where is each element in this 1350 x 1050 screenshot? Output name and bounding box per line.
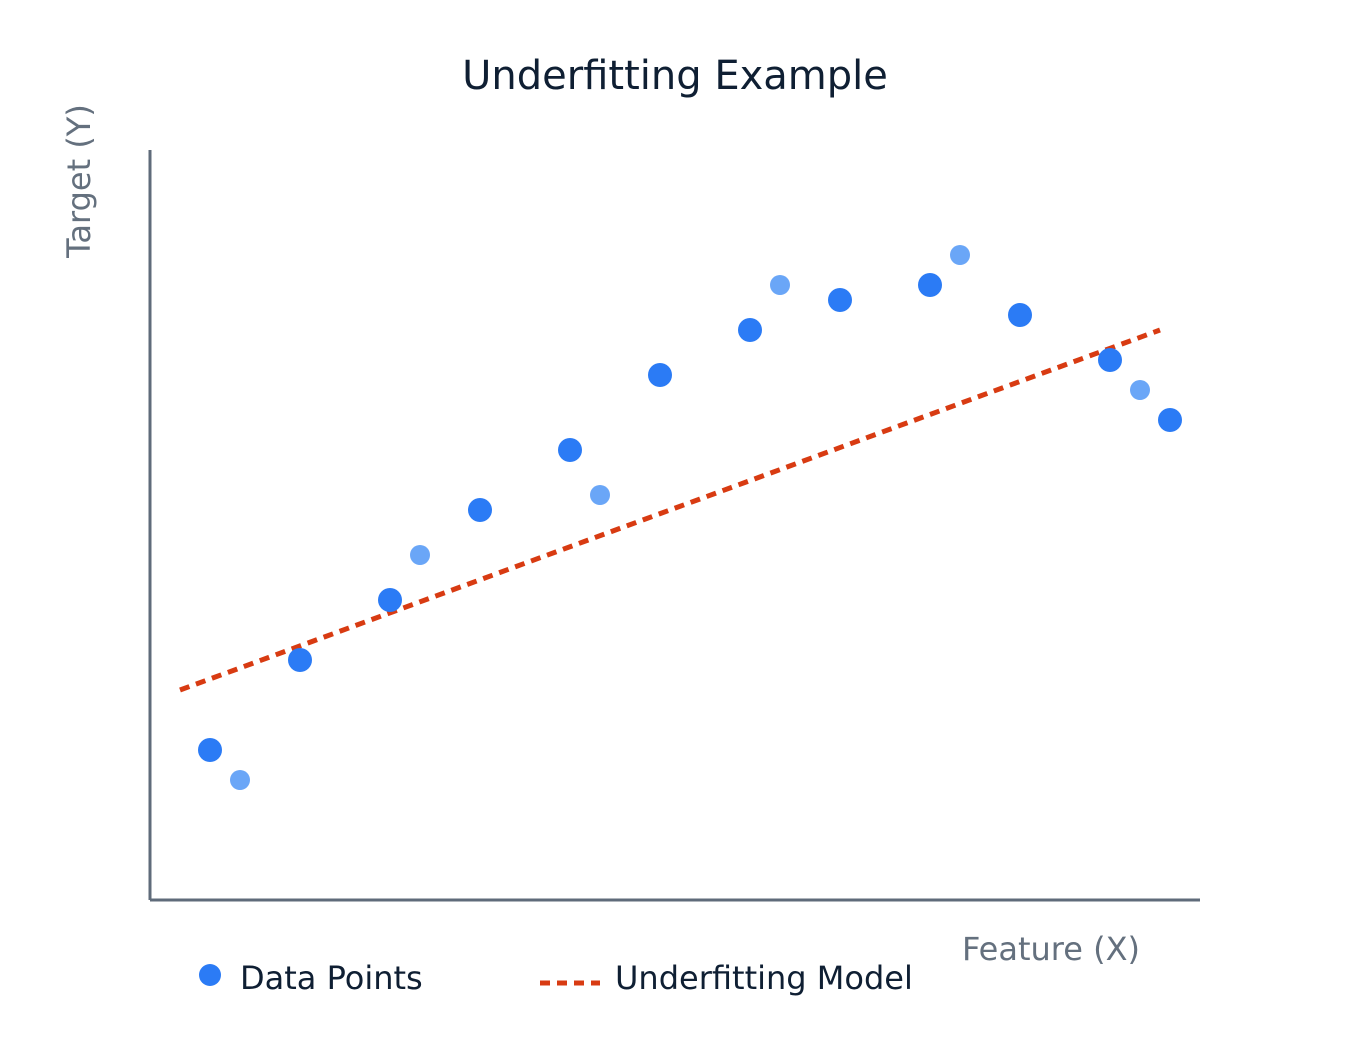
data-point-7 (558, 438, 582, 462)
data-point-6 (468, 498, 492, 522)
legend: Data Points Underfitting Model (199, 959, 913, 997)
data-point-2 (230, 770, 250, 790)
data-point-17 (1130, 380, 1150, 400)
data-point-13 (918, 273, 942, 297)
data-point-5 (410, 545, 430, 565)
y-axis-label: Target (Y) (60, 104, 98, 259)
x-axis-label: Feature (X) (962, 930, 1140, 968)
legend-marker-data-points (199, 964, 221, 986)
data-point-8 (590, 485, 610, 505)
data-point-11 (770, 275, 790, 295)
data-point-4 (378, 588, 402, 612)
data-point-15 (1008, 303, 1032, 327)
data-point-18 (1158, 408, 1182, 432)
data-point-10 (738, 318, 762, 342)
data-point-3 (288, 648, 312, 672)
data-point-9 (648, 363, 672, 387)
legend-label-data-points: Data Points (240, 959, 423, 997)
data-points-group (198, 245, 1182, 790)
data-point-16 (1098, 348, 1122, 372)
data-point-14 (950, 245, 970, 265)
data-point-12 (828, 288, 852, 312)
legend-label-underfitting-model: Underfitting Model (615, 959, 913, 997)
underfitting-model-line (179, 327, 1161, 693)
underfitting-model-line-group (179, 327, 1161, 693)
data-point-1 (198, 738, 222, 762)
chart-title: Underfitting Example (462, 53, 888, 99)
